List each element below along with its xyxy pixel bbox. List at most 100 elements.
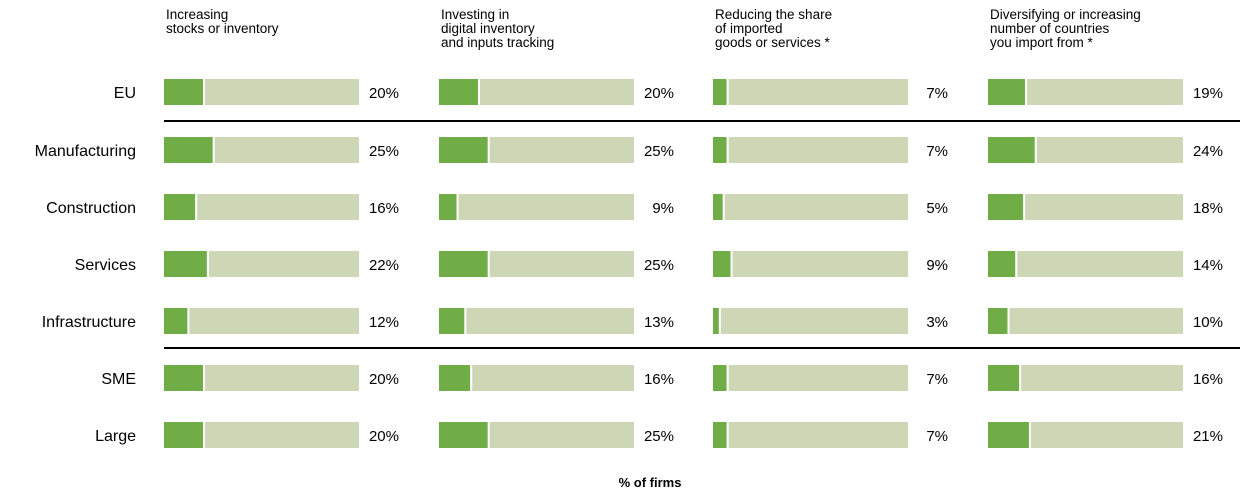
bar xyxy=(439,137,488,163)
bar xyxy=(439,79,478,105)
bar-gap xyxy=(726,365,729,391)
bar xyxy=(988,137,1035,163)
bar-track xyxy=(713,137,908,163)
bar-gap xyxy=(1015,251,1018,277)
bar xyxy=(713,251,731,277)
bar xyxy=(164,365,203,391)
value-label: 16% xyxy=(644,371,674,388)
bar-gap xyxy=(487,251,490,277)
row-label: SME xyxy=(101,371,136,388)
value-label: 12% xyxy=(369,314,399,331)
panel-title: Diversifying or increasing number of coun… xyxy=(990,7,1141,50)
value-label: 22% xyxy=(369,257,399,274)
bar xyxy=(713,79,727,105)
value-label: 18% xyxy=(1193,200,1223,217)
bar xyxy=(164,308,188,334)
bar-gap xyxy=(726,137,729,163)
bar-gap xyxy=(478,79,480,105)
bar-gap xyxy=(203,365,205,391)
bar xyxy=(164,79,203,105)
bar-track xyxy=(988,251,1183,277)
row-label: Services xyxy=(75,257,136,274)
bar-gap xyxy=(464,308,467,334)
bar-track xyxy=(439,194,634,220)
bar xyxy=(713,308,719,334)
bar xyxy=(713,422,727,448)
bar-gap xyxy=(722,194,725,220)
bar-track xyxy=(713,251,908,277)
panel-title: Reducing the share of imported goods or se… xyxy=(715,7,832,50)
bar-gap xyxy=(203,422,205,448)
bar-gap xyxy=(1034,137,1037,163)
value-label: 21% xyxy=(1193,428,1223,445)
bar xyxy=(164,194,196,220)
value-label: 20% xyxy=(644,85,674,102)
bar xyxy=(988,194,1024,220)
value-label: 3% xyxy=(926,314,948,331)
value-label: 25% xyxy=(644,428,674,445)
value-label: 14% xyxy=(1193,257,1223,274)
bar-gap xyxy=(470,365,473,391)
value-label: 25% xyxy=(369,143,399,160)
panel-title-line: digital inventory xyxy=(441,21,535,36)
bar xyxy=(439,365,471,391)
value-label: 5% xyxy=(926,200,948,217)
bar-gap xyxy=(212,137,215,163)
bar-gap xyxy=(195,194,198,220)
bar xyxy=(164,137,213,163)
bar-gap xyxy=(1019,365,1022,391)
value-label: 20% xyxy=(369,371,399,388)
bar xyxy=(713,194,723,220)
row-label: Infrastructure xyxy=(42,314,136,331)
panel-title-line: stocks or inventory xyxy=(166,21,279,36)
value-label: 9% xyxy=(926,257,948,274)
panel-title-line: of imported xyxy=(715,21,783,36)
bar-gap xyxy=(187,308,190,334)
value-label: 7% xyxy=(926,428,948,445)
bar xyxy=(439,194,457,220)
bar-track xyxy=(713,308,908,334)
bar xyxy=(988,79,1026,105)
value-label: 20% xyxy=(369,85,399,102)
x-axis-label: % of firms xyxy=(619,475,682,490)
value-label: 25% xyxy=(644,257,674,274)
bar xyxy=(164,251,207,277)
value-label: 7% xyxy=(926,85,948,102)
bar xyxy=(988,251,1016,277)
bar-gap xyxy=(730,251,733,277)
row-label: Large xyxy=(95,428,136,445)
bar-track xyxy=(713,422,908,448)
bar-track xyxy=(988,308,1183,334)
panel-title-line: Investing in xyxy=(441,7,509,22)
bar xyxy=(164,422,203,448)
value-label: 20% xyxy=(369,428,399,445)
bar-track xyxy=(164,308,359,334)
bar xyxy=(988,422,1029,448)
panel-title-line: Reducing the share xyxy=(715,7,832,22)
bar-gap xyxy=(456,194,459,220)
value-label: 19% xyxy=(1193,85,1223,102)
bar-gap xyxy=(487,137,490,163)
panel-title: Increasing stocks or inventory xyxy=(166,7,279,36)
panel-title-line: and inputs tracking xyxy=(441,35,554,50)
panel-title-line: goods or services * xyxy=(715,35,831,50)
bar xyxy=(439,422,488,448)
bar-gap xyxy=(1023,194,1026,220)
value-label: 9% xyxy=(652,200,674,217)
bar xyxy=(439,308,465,334)
bar-gap xyxy=(487,422,490,448)
value-label: 25% xyxy=(644,143,674,160)
panel-title: Investing in digital inventory and inputs … xyxy=(441,7,554,50)
value-label: 16% xyxy=(369,200,399,217)
bar-gap xyxy=(1007,308,1010,334)
bar xyxy=(439,251,488,277)
panel-title-line: number of countries xyxy=(990,21,1110,36)
row-label: EU xyxy=(114,85,136,102)
bar-gap xyxy=(726,422,729,448)
row-label: Construction xyxy=(46,200,136,217)
bar-track xyxy=(713,365,908,391)
bar-gap xyxy=(1025,79,1028,105)
bar xyxy=(713,137,727,163)
bar-gap xyxy=(206,251,209,277)
